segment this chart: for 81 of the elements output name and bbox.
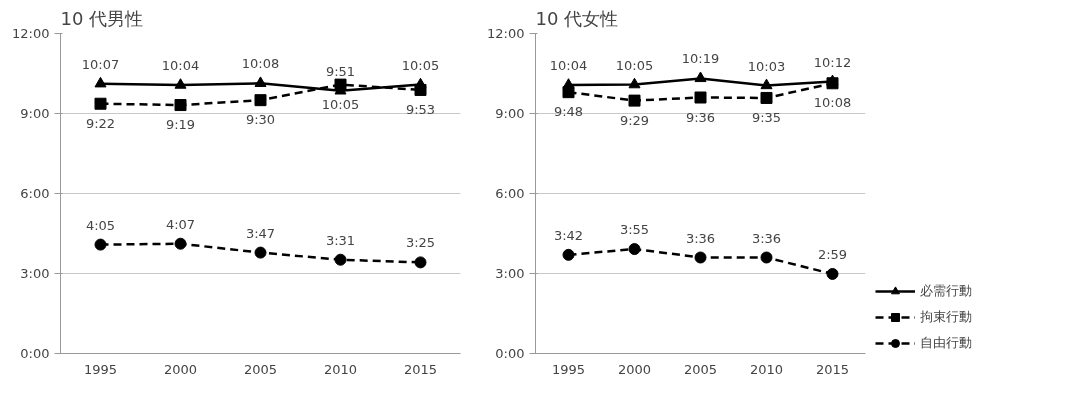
data-label: 10:08 [813,95,852,111]
data-label: 9:53 [405,101,436,117]
x-tick-label: 2005 [683,361,718,377]
y-tick-label: 3:00 [20,266,50,281]
x-tick-label: 2005 [243,361,278,377]
data-label: 10:04 [549,58,588,74]
y-tick-label: 9:00 [20,106,50,121]
point [826,267,839,280]
point [562,86,575,99]
data-label: 9:35 [751,109,782,125]
x-tick-label: 2015 [403,361,438,377]
point [628,94,641,107]
legend-label: 自由行動 [920,334,972,352]
data-label: 3:25 [405,235,436,251]
y-tick-label: 12:00 [487,26,525,41]
data-label: 3:36 [685,230,716,246]
point [414,83,427,96]
point [562,248,575,261]
data-label: 10:12 [813,54,852,70]
data-label: 3:42 [553,227,584,243]
y-tick-label: 12:00 [12,26,50,41]
data-label: 10:03 [747,58,786,74]
data-label: 9:51 [325,63,356,79]
point [174,237,187,250]
point [94,97,107,110]
data-label: 3:55 [619,222,650,238]
legend-label: 必需行動 [920,282,972,300]
point [694,251,707,264]
x-tick-label: 2010 [749,361,784,377]
data-label: 9:19 [165,117,196,133]
chart-title: 10 代女性 [535,7,619,29]
data-label: 4:05 [85,217,116,233]
data-label: 3:31 [325,232,356,248]
x-tick-label: 1995 [551,361,586,377]
point [694,91,707,104]
data-label: 10:07 [81,56,120,72]
x-tick-label: 2015 [815,361,850,377]
y-tick-label: 0:00 [20,346,50,361]
data-label: 9:36 [685,109,716,125]
point [254,76,267,87]
point [760,78,773,90]
point [94,238,107,251]
data-label: 10:19 [681,51,720,67]
data-label: 4:07 [165,216,196,232]
data-label: 9:30 [245,112,276,128]
x-tick-label: 2000 [163,361,198,377]
y-tick-label: 0:00 [495,346,525,361]
chart-title: 10 代男性 [60,7,144,29]
point [760,251,773,264]
data-label: 10:05 [615,57,654,73]
data-label: 9:22 [85,115,116,131]
legend-label: 拘束行動 [920,308,972,326]
point [628,243,641,256]
point [628,77,641,89]
x-tick-label: 2000 [617,361,652,377]
point [254,94,267,107]
data-label: 10:08 [241,56,280,72]
y-tick-label: 6:00 [20,186,50,201]
data-label: 9:29 [619,112,650,128]
x-tick-label: 2010 [323,361,358,377]
point [334,253,347,266]
point [174,78,187,89]
point [694,71,707,83]
point [174,99,187,112]
point [94,76,107,88]
x-tick-label: 1995 [83,361,118,377]
y-tick-label: 9:00 [495,106,525,121]
point [826,77,839,90]
data-label: 10:05 [401,57,440,73]
point [334,78,347,91]
y-tick-label: 3:00 [495,266,525,281]
data-label: 10:04 [161,58,200,74]
point [254,246,267,259]
data-label: 3:47 [245,225,276,241]
data-label: 3:36 [751,230,782,246]
y-tick-label: 6:00 [495,186,525,201]
point [414,256,427,269]
data-label: 9:48 [553,104,584,120]
data-label: 10:05 [321,96,360,112]
point [760,91,773,104]
data-label: 2:59 [817,246,848,262]
